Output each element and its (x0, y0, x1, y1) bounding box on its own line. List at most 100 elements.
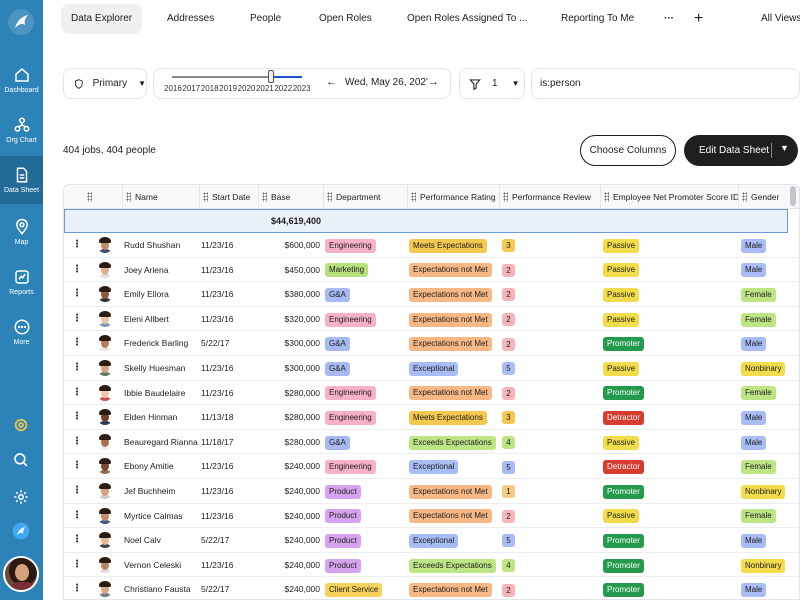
column-header-name[interactable]: Name (122, 185, 199, 209)
table-row[interactable]: ⋮ Beauregard Rianna 11/18/17 $280,000 G&A Exc… (64, 430, 799, 455)
cell-name[interactable]: Jef Buchheim (124, 486, 176, 496)
table-row[interactable]: ⋮ Joey Arlena 11/23/16 $450,000 Marketing Exp… (64, 258, 799, 283)
row-menu-icon[interactable]: ⋮ (72, 485, 82, 496)
row-menu-icon[interactable]: ⋮ (72, 386, 82, 398)
cell-name[interactable]: Ibbie Baudelaire (124, 387, 186, 398)
cell-name[interactable]: Joey Arlena (124, 264, 169, 275)
row-menu-icon[interactable]: ⋮ (72, 558, 82, 570)
row-menu-icon[interactable]: ⋮ (72, 411, 82, 423)
cell-name[interactable]: Elden Hinman (124, 412, 178, 423)
table-row[interactable]: ⋮ Ibbie Baudelaire 11/23/16 $280,000 Enginee… (64, 381, 799, 406)
rating-badge: Expectations not Met (409, 312, 492, 327)
date-display[interactable]: Wed, May 26, 202' (345, 77, 428, 88)
cell-name[interactable]: Eleni Allbert (124, 313, 169, 324)
search-query-input[interactable]: is:person (531, 68, 800, 99)
cell-name[interactable]: Christiano Fausta (124, 584, 191, 595)
row-menu-icon[interactable]: ⋮ (72, 312, 82, 324)
prev-date-button[interactable]: ← (326, 76, 337, 88)
table-row[interactable]: ⋮ Frederick Barling 5/22/17 $300,000 G&A Expe… (64, 331, 799, 356)
column-header-performance-review[interactable]: Performance Review (499, 185, 600, 209)
timeline-slider[interactable] (172, 76, 302, 78)
column-header-performance-rating[interactable]: Performance Rating (407, 185, 499, 209)
search-icon[interactable] (8, 447, 34, 473)
table-row[interactable]: ⋮ Christiano Fausta 5/22/17 $240,000 Client … (64, 577, 799, 599)
rating-badge: Meets Expectations (409, 238, 487, 253)
app-logo-icon[interactable] (3, 4, 39, 40)
table-row[interactable]: ⋮ Emily Ellora 11/23/16 $380,000 G&A Expectat… (64, 282, 799, 307)
filter-dropdown[interactable]: 1 ▼ (459, 68, 525, 99)
column-handle[interactable] (84, 185, 122, 209)
more-tabs-button[interactable]: ··· (664, 13, 674, 24)
timeline-handle[interactable] (268, 70, 274, 83)
sidebar-item-map[interactable]: Map (0, 208, 43, 256)
table-row[interactable]: ⋮ Myrtice Calmas 11/23/16 $240,000 Product Ex… (64, 504, 799, 529)
review-badge: 5 (502, 362, 515, 376)
table-row[interactable]: ⋮ Jef Buchheim 11/23/16 $240,000 Product Expe… (64, 479, 799, 504)
table-row[interactable]: ⋮ Eleni Allbert 11/23/16 $320,000 Engineerin… (64, 307, 799, 332)
all-views-link[interactable]: All Views (761, 13, 800, 24)
row-menu-icon[interactable]: ⋮ (72, 509, 82, 521)
sidebar-item-more[interactable]: More (0, 308, 43, 356)
table-row[interactable]: ⋮ Skelly Huesman 11/23/16 $300,000 G&A Except… (64, 356, 799, 381)
next-date-button[interactable]: → (428, 76, 439, 88)
table-row[interactable]: ⋮ Elden Hinman 11/13/18 $280,000 Engineering… (64, 405, 799, 430)
cell-name[interactable]: Frederick Barling (124, 338, 189, 349)
tab-data-explorer[interactable]: Data Explorer (61, 4, 143, 34)
sidebar-item-org-chart[interactable]: Org Chart (0, 106, 43, 154)
row-menu-icon[interactable]: ⋮ (72, 337, 82, 349)
cell-name[interactable]: Myrtice Calmas (124, 510, 183, 521)
cell-name[interactable]: Rudd Shushan (124, 240, 181, 250)
tab-people[interactable]: People (250, 13, 282, 24)
row-menu-icon[interactable]: ⋮ (72, 583, 82, 595)
cell-name[interactable]: Skelly Huesman (124, 363, 186, 373)
cell-base: $240,000 (284, 535, 320, 546)
row-menu-icon[interactable]: ⋮ (72, 362, 82, 373)
cell-name[interactable]: Beauregard Rianna (124, 436, 198, 447)
table-row[interactable]: ⋮ Ebony Amitie 11/23/16 $240,000 Engineering… (64, 454, 799, 479)
cell-base: $600,000 (284, 240, 320, 250)
column-header-department[interactable]: Department (323, 185, 407, 209)
table-row[interactable]: ⋮ Vernon Celeski 11/23/16 $240,000 Product Ex… (64, 553, 799, 578)
row-menu-icon[interactable]: ⋮ (72, 239, 82, 250)
table-row[interactable]: ⋮ Noel Calv 5/22/17 $240,000 Product Exceptio… (64, 528, 799, 553)
tab-open-roles[interactable]: Open Roles (319, 13, 372, 24)
column-header-base[interactable]: Base (258, 185, 323, 209)
column-header-gender[interactable]: Gender (738, 185, 799, 209)
row-menu-icon[interactable]: ⋮ (72, 263, 82, 275)
department-badge: G&A (325, 435, 350, 450)
table-row[interactable]: ⋮ Rudd Shushan 11/23/16 $600,000 Engineering… (64, 233, 799, 258)
sidebar-item-data-sheet[interactable]: Data Sheet (0, 156, 43, 204)
column-header-enps[interactable]: Employee Net Promoter Score ID (600, 185, 739, 209)
table-scrollbar[interactable] (790, 186, 796, 206)
edit-data-sheet-button[interactable]: Edit Data Sheet ▼ (684, 135, 798, 166)
chevron-down-icon[interactable]: ▼ (780, 143, 789, 153)
tab-reporting-to-me[interactable]: Reporting To Me (561, 13, 635, 24)
choose-columns-button[interactable]: Choose Columns (580, 135, 676, 166)
avatar (97, 433, 113, 450)
sidebar-item-reports[interactable]: Reports (0, 258, 43, 306)
tab-open-roles-assigned[interactable]: Open Roles Assigned To ... (407, 13, 528, 24)
sidebar-item-label: Dashboard (4, 87, 39, 94)
tab-addresses[interactable]: Addresses (167, 13, 215, 24)
gender-badge: Male (741, 263, 767, 278)
cell-base: $240,000 (284, 461, 320, 472)
sidebar-item-dashboard[interactable]: Dashboard (0, 56, 43, 104)
row-menu-icon[interactable]: ⋮ (72, 435, 82, 447)
column-header-start-date[interactable]: Start Date (199, 185, 258, 209)
cell-name[interactable]: Noel Calv (124, 535, 161, 546)
user-avatar[interactable] (3, 556, 39, 592)
cell-name[interactable]: Vernon Celeski (124, 559, 182, 570)
cell-start-date: 11/23/16 (201, 461, 234, 472)
cell-name[interactable]: Emily Ellora (124, 289, 169, 300)
company-logo-icon[interactable] (8, 518, 34, 544)
rating-badge: Exceeds Expectations (409, 558, 496, 573)
scope-dropdown[interactable]: Primary ▼ (63, 68, 147, 99)
department-badge: Engineering (325, 238, 376, 253)
row-menu-icon[interactable]: ⋮ (72, 288, 82, 300)
row-menu-icon[interactable]: ⋮ (72, 534, 82, 546)
target-icon[interactable] (8, 412, 34, 438)
gear-icon[interactable] (8, 484, 34, 510)
cell-name[interactable]: Ebony Amitie (124, 461, 174, 472)
row-menu-icon[interactable]: ⋮ (72, 460, 82, 472)
add-tab-button[interactable]: + (694, 10, 704, 27)
